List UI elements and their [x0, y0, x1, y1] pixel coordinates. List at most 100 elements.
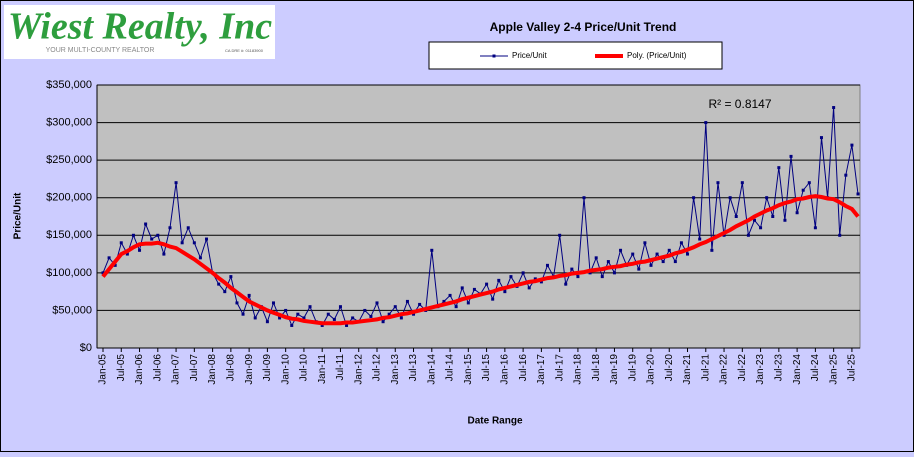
point — [278, 316, 282, 320]
x-tick-label: Jul-09 — [262, 354, 273, 382]
x-tick-label: Jan-18 — [573, 354, 584, 385]
logo-box — [4, 5, 275, 59]
y-axis-title: Price/Unit — [13, 192, 24, 239]
x-tick-label: Jan-15 — [463, 354, 474, 385]
x-tick-label: Jan-23 — [755, 354, 766, 385]
point — [746, 233, 750, 237]
point — [284, 308, 288, 312]
point — [503, 290, 507, 294]
point — [156, 233, 160, 237]
point — [107, 256, 111, 260]
point — [686, 252, 690, 256]
series-line — [101, 194, 860, 326]
point — [271, 301, 275, 305]
y-tick-label: $350,000 — [46, 79, 92, 91]
point — [399, 316, 403, 320]
x-tick-label: Jan-25 — [828, 354, 839, 385]
x-tick-label: Jan-06 — [134, 354, 145, 385]
point — [594, 256, 598, 260]
point — [296, 312, 300, 316]
x-tick-label: Jul-25 — [847, 354, 858, 382]
point — [819, 136, 823, 140]
point — [375, 301, 379, 305]
point — [832, 106, 836, 110]
x-tick-label: Jul-10 — [299, 354, 310, 382]
point — [412, 312, 416, 316]
x-tick-label: Jul-19 — [627, 354, 638, 382]
x-tick-label: Jul-16 — [518, 354, 529, 382]
point — [612, 271, 616, 275]
point — [704, 121, 708, 125]
point — [418, 302, 422, 306]
point — [393, 305, 397, 309]
x-tick-label: Jan-12 — [353, 354, 364, 385]
legend-label: Price/Unit — [512, 51, 547, 60]
point — [807, 181, 811, 185]
point — [405, 299, 409, 303]
x-tick-label: Jul-22 — [737, 354, 748, 382]
point — [217, 282, 221, 286]
point — [558, 233, 562, 237]
x-tick-label: Jul-17 — [554, 354, 565, 382]
point — [667, 248, 671, 252]
point — [351, 316, 355, 320]
point — [752, 218, 756, 222]
point — [643, 241, 647, 245]
point — [661, 260, 665, 264]
point — [205, 237, 209, 241]
point — [454, 305, 458, 309]
point — [223, 290, 227, 294]
point — [460, 286, 464, 290]
x-tick-label: Jan-24 — [792, 354, 803, 385]
point — [308, 305, 312, 309]
point — [125, 252, 129, 256]
x-tick-label: Jan-11 — [317, 354, 328, 384]
x-tick-label: Jan-07 — [171, 354, 182, 385]
point — [649, 263, 653, 267]
point — [655, 252, 659, 256]
point — [265, 320, 269, 324]
point — [241, 312, 245, 316]
point — [527, 286, 531, 290]
x-tick-label: Jan-22 — [719, 354, 730, 385]
x-tick-label: Jul-21 — [700, 354, 711, 382]
x-tick-label: Jan-05 — [98, 354, 109, 385]
point — [448, 293, 452, 297]
plot-area — [96, 84, 861, 349]
point — [740, 181, 744, 185]
point — [180, 241, 184, 245]
point — [716, 181, 720, 185]
point — [472, 287, 476, 291]
point — [606, 260, 610, 264]
point — [485, 282, 489, 286]
point — [783, 218, 787, 222]
r-squared: R² = 0.8147 — [708, 97, 771, 111]
point — [497, 278, 501, 282]
point — [198, 256, 202, 260]
legend-marker — [492, 54, 496, 58]
point — [247, 293, 251, 297]
y-tick-label: $150,000 — [46, 229, 92, 241]
point — [838, 233, 842, 237]
x-tick-label: Jul-08 — [226, 354, 237, 382]
point — [326, 312, 330, 316]
point — [192, 241, 196, 245]
point — [734, 215, 738, 218]
x-tick-label: Jul-23 — [773, 354, 784, 382]
logo-license: CA DRE #: 01183900 — [225, 48, 264, 53]
point — [521, 271, 525, 275]
point — [582, 196, 586, 200]
point — [387, 312, 391, 316]
x-tick-label: Jul-12 — [372, 354, 383, 382]
point — [679, 241, 683, 245]
y-tick-label: $0 — [80, 342, 92, 354]
point — [600, 275, 604, 279]
point — [138, 248, 142, 252]
point — [150, 237, 154, 241]
point — [162, 252, 166, 256]
x-tick-label: Jan-10 — [280, 354, 291, 385]
point — [253, 316, 257, 320]
point — [363, 308, 367, 312]
point — [119, 241, 123, 245]
point — [759, 226, 763, 230]
